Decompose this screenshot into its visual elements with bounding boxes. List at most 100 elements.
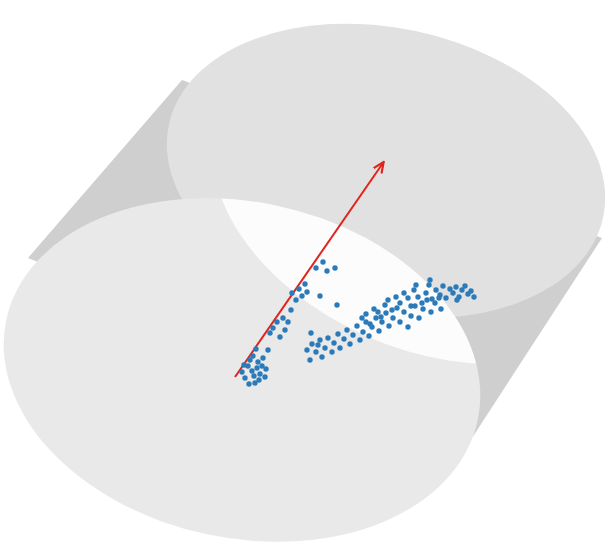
point [423, 290, 428, 295]
point [322, 345, 327, 350]
point [415, 294, 420, 299]
point [313, 265, 318, 270]
point [426, 282, 431, 287]
point [250, 353, 255, 358]
point [397, 300, 402, 305]
point [277, 334, 282, 339]
point [341, 336, 346, 341]
point [408, 303, 413, 308]
point [302, 281, 307, 286]
point [378, 314, 383, 319]
point [443, 295, 448, 300]
point [357, 337, 362, 342]
point [288, 307, 293, 312]
point [397, 319, 402, 324]
point [401, 309, 406, 314]
point [329, 349, 334, 354]
point [256, 377, 261, 382]
point [331, 340, 336, 345]
point [285, 319, 290, 324]
point [304, 347, 309, 352]
point [325, 335, 330, 340]
point [332, 265, 337, 270]
point [468, 288, 473, 293]
point [320, 259, 325, 264]
cylinder-front-cap [0, 156, 513, 542]
point [309, 341, 314, 346]
point [304, 289, 309, 294]
point [382, 302, 387, 307]
point [293, 297, 298, 302]
point [354, 323, 359, 328]
point [454, 297, 459, 302]
point [270, 325, 275, 330]
point [408, 313, 413, 318]
diagram [0, 0, 611, 542]
point [394, 305, 399, 310]
point [386, 323, 391, 328]
point [411, 287, 416, 292]
point [367, 321, 372, 326]
point [453, 284, 458, 289]
point [405, 295, 410, 300]
point [296, 286, 301, 291]
point [317, 293, 322, 298]
cylinder-overlap [0, 156, 513, 542]
direction-arrow [235, 163, 383, 377]
point [359, 315, 364, 320]
point [375, 309, 380, 314]
point [280, 315, 285, 320]
point [334, 302, 339, 307]
point [440, 283, 445, 288]
point [344, 327, 349, 332]
point [462, 283, 467, 288]
point [319, 354, 324, 359]
point [313, 349, 318, 354]
point [366, 333, 371, 338]
point [315, 342, 320, 347]
point [438, 306, 443, 311]
point [274, 319, 279, 324]
point [254, 365, 259, 370]
point [427, 277, 432, 282]
point [450, 290, 455, 295]
point [389, 307, 394, 312]
point [347, 341, 352, 346]
point [307, 357, 312, 362]
point [267, 330, 272, 335]
point [420, 306, 425, 311]
point [239, 369, 244, 374]
point [393, 294, 398, 299]
point [360, 329, 365, 334]
point [253, 346, 258, 351]
point [263, 366, 268, 371]
point [260, 355, 265, 360]
point [350, 332, 355, 337]
point [437, 292, 442, 297]
point [265, 347, 270, 352]
point [401, 290, 406, 295]
point [433, 287, 438, 292]
point [383, 310, 388, 315]
point [471, 294, 476, 299]
point [335, 331, 340, 336]
point [424, 297, 429, 302]
point [299, 293, 304, 298]
point [241, 362, 246, 367]
point [337, 345, 342, 350]
point [373, 315, 378, 320]
point [308, 330, 313, 335]
point [246, 381, 251, 386]
point [376, 328, 381, 333]
point [249, 368, 254, 373]
point [390, 315, 395, 320]
point [262, 374, 267, 379]
point [324, 268, 329, 273]
points [239, 259, 476, 386]
point [289, 290, 294, 295]
point [413, 282, 418, 287]
point [405, 324, 410, 329]
point [379, 319, 384, 324]
point [242, 375, 247, 380]
point [282, 327, 287, 332]
